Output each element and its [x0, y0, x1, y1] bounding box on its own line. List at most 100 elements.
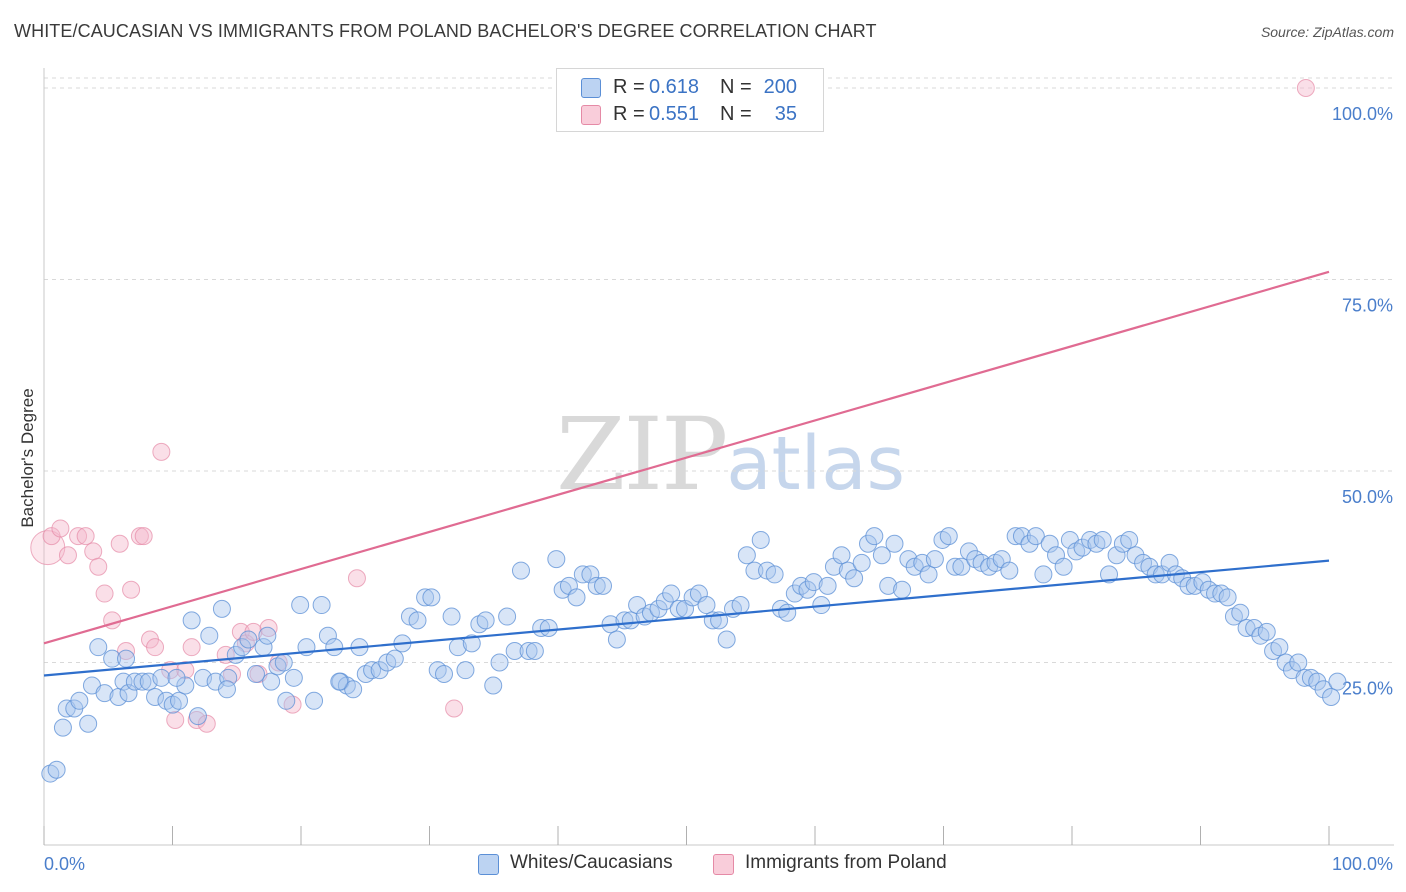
- data-point-whites: [865, 527, 884, 546]
- y-tick-label: 25.0%: [1342, 679, 1393, 699]
- data-point-whites: [363, 661, 382, 680]
- data-point-whites: [737, 546, 756, 565]
- data-point-whites: [1034, 565, 1053, 584]
- data-point-whites: [70, 691, 89, 710]
- data-point-whites: [804, 573, 823, 592]
- data-point-whites: [567, 588, 586, 607]
- data-point-whites: [1322, 687, 1341, 706]
- data-point-whites: [125, 672, 144, 691]
- data-point-whites: [1308, 672, 1327, 691]
- data-point-whites: [1054, 557, 1073, 576]
- data-point-whites: [919, 565, 938, 584]
- y-tick-label: 75.0%: [1342, 296, 1393, 316]
- data-point-whites: [573, 565, 592, 584]
- data-point-whites: [1160, 553, 1179, 572]
- data-point-whites: [119, 684, 138, 703]
- data-point-whites: [200, 626, 219, 645]
- data-point-whites: [490, 653, 509, 672]
- data-point-whites: [832, 546, 851, 565]
- data-point-poland: [146, 638, 165, 657]
- data-point-whites: [1006, 527, 1025, 546]
- data-point-poland: [231, 622, 250, 641]
- legend-label-poland: Immigrants from Poland: [745, 852, 947, 873]
- data-point-whites: [344, 680, 363, 699]
- data-point-poland: [1296, 79, 1315, 97]
- data-point-whites: [182, 611, 201, 630]
- data-point-whites: [442, 607, 461, 626]
- data-point-whites: [258, 626, 277, 645]
- data-point-whites: [1289, 653, 1308, 672]
- data-point-whites: [416, 588, 435, 607]
- data-point-whites: [859, 534, 878, 553]
- data-point-whites: [838, 561, 857, 580]
- data-point-whites: [219, 668, 238, 687]
- data-point-whites: [1276, 653, 1295, 672]
- legend-r-value: 0.618: [649, 76, 700, 98]
- data-point-poland: [117, 642, 136, 661]
- data-point-whites: [519, 642, 538, 661]
- data-point-whites: [669, 599, 688, 618]
- data-point-whites: [959, 542, 978, 561]
- legend-swatch-whites: [478, 854, 499, 875]
- data-point-whites: [525, 642, 544, 661]
- data-point-whites: [476, 611, 495, 630]
- data-point-whites: [89, 638, 108, 657]
- data-point-whites: [539, 619, 558, 638]
- legend-n-value: 35: [774, 103, 797, 125]
- data-point-whites: [845, 569, 864, 588]
- data-point-whites: [1107, 546, 1126, 565]
- data-point-whites: [305, 691, 324, 710]
- data-point-whites: [370, 661, 389, 680]
- data-point-whites: [53, 718, 72, 737]
- legend-n-label: N =: [720, 76, 752, 98]
- data-point-whites: [435, 664, 454, 683]
- trend-line-poland: [43, 270, 1330, 645]
- data-point-whites: [1328, 672, 1347, 691]
- data-point-whites: [872, 546, 891, 565]
- data-point-whites: [133, 672, 152, 691]
- data-point-whites: [1179, 576, 1198, 595]
- data-point-whites: [262, 672, 281, 691]
- data-point-whites: [233, 638, 252, 657]
- data-point-whites: [422, 588, 441, 607]
- data-point-poland: [84, 542, 103, 561]
- data-point-whites: [581, 565, 600, 584]
- legend-n-label: N =: [720, 103, 752, 125]
- data-point-poland: [259, 619, 278, 638]
- data-point-whites: [925, 550, 944, 569]
- data-point-whites: [217, 680, 236, 699]
- data-point-whites: [95, 684, 114, 703]
- legend-label-whites: Whites/Caucasians: [510, 852, 673, 873]
- legend-row-poland: R = 0.551 N = 35: [557, 101, 823, 127]
- data-point-whites: [731, 596, 750, 615]
- data-point-poland: [58, 546, 77, 565]
- data-point-poland: [347, 569, 366, 588]
- data-point-poland: [122, 580, 141, 599]
- data-point-whites: [1012, 527, 1031, 546]
- data-point-whites: [607, 630, 626, 649]
- y-tick-label: 100.0%: [1332, 104, 1393, 124]
- data-point-whites: [511, 561, 530, 580]
- data-point-poland: [134, 527, 153, 546]
- data-point-whites: [117, 649, 136, 668]
- data-point-whites: [899, 550, 918, 569]
- data-point-whites: [798, 580, 817, 599]
- data-point-poland: [182, 638, 201, 657]
- data-point-poland: [76, 527, 95, 546]
- source-credit: Source: ZipAtlas.com: [1260, 24, 1394, 40]
- data-point-whites: [1237, 619, 1256, 638]
- data-point-whites: [697, 596, 716, 615]
- data-point-whites: [765, 565, 784, 584]
- data-point-whites: [818, 576, 837, 595]
- data-point-whites: [1073, 538, 1092, 557]
- data-point-whites: [655, 592, 674, 611]
- data-point-whites: [952, 557, 971, 576]
- legend-r-value: 0.551: [649, 103, 700, 125]
- data-point-whites: [385, 649, 404, 668]
- data-point-whites: [152, 668, 171, 687]
- y-axis-label: Bachelor's Degree: [18, 388, 37, 528]
- data-point-whites: [1120, 530, 1139, 549]
- data-point-whites: [146, 687, 165, 706]
- data-point-whites: [277, 691, 296, 710]
